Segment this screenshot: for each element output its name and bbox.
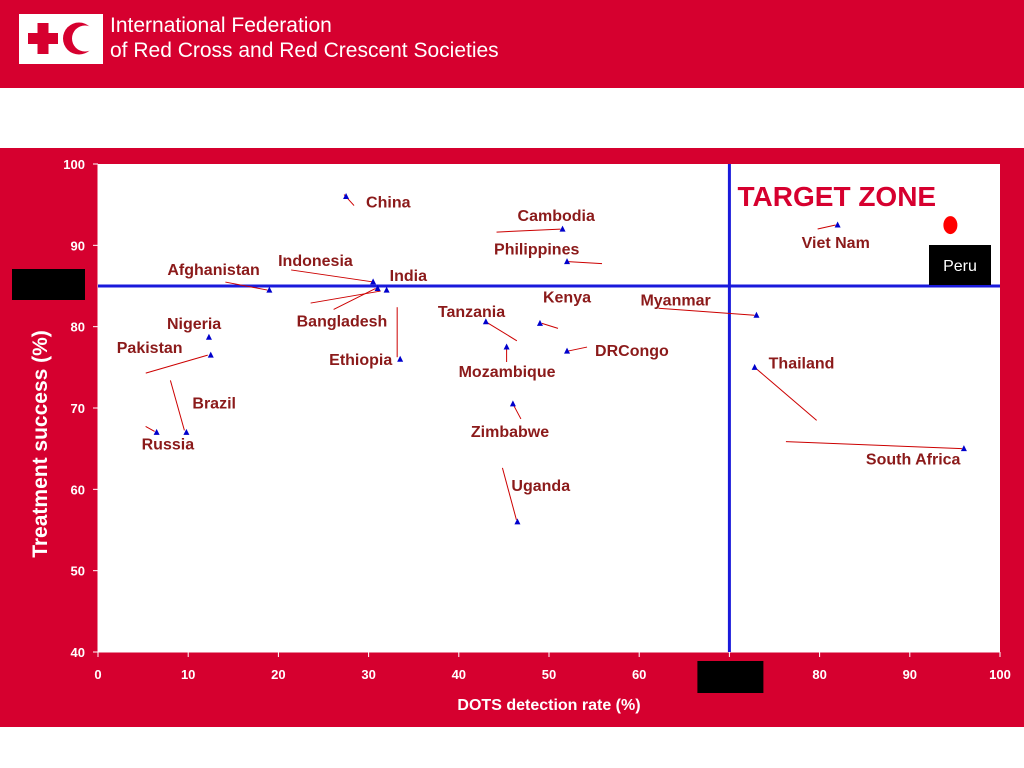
- leader-line: [145, 354, 208, 374]
- x-tick-label: 20: [271, 667, 285, 682]
- y-axis-title: Treatment success (%): [29, 330, 52, 558]
- x-tick-label: 40: [452, 667, 466, 682]
- header-band: International Federation of Red Cross an…: [0, 0, 1024, 88]
- data-point-label: Indonesia: [278, 253, 353, 270]
- data-point-label: Philippines: [494, 242, 579, 259]
- data-point-marker: [564, 347, 571, 354]
- data-point-marker: [266, 286, 273, 293]
- x-tick-label: 10: [181, 667, 195, 682]
- data-point-marker: [564, 258, 571, 265]
- data-point-label: Myanmar: [640, 292, 710, 309]
- y-tick-label: 50: [71, 564, 85, 579]
- data-point-marker: [559, 225, 566, 232]
- data-point-marker: [370, 278, 377, 285]
- organization-name: International Federation of Red Cross an…: [110, 13, 499, 63]
- data-point-marker: [482, 318, 489, 325]
- highlight-label: Peru: [943, 258, 977, 275]
- x-tick-label: 90: [903, 667, 917, 682]
- data-point-label: Kenya: [543, 289, 591, 306]
- data-point-marker: [509, 400, 516, 407]
- data-point-label: Zimbabwe: [471, 424, 549, 441]
- data-point-label: DRCongo: [595, 343, 669, 360]
- org-name-line1: International Federation: [110, 14, 332, 37]
- data-point-marker: [153, 428, 160, 435]
- x-tick-label: 50: [542, 667, 556, 682]
- data-point-marker: [753, 311, 760, 318]
- y-tick-label: 60: [71, 482, 85, 497]
- data-point-marker: [514, 518, 521, 525]
- x-axis-title: DOTS detection rate (%): [457, 697, 640, 714]
- data-point-label: Tanzania: [438, 304, 505, 321]
- red-cross-crescent-logo-icon: [19, 14, 103, 64]
- data-point-label: South Africa: [866, 452, 961, 469]
- leader-line: [754, 366, 817, 421]
- y-tick-label: 90: [71, 238, 85, 253]
- data-point-label: Ethiopia: [329, 352, 392, 369]
- x-tick-label: 100: [989, 667, 1011, 682]
- highlight-marker: [943, 216, 958, 235]
- data-point-label: India: [390, 268, 427, 285]
- leader-line: [291, 269, 374, 283]
- data-point-marker: [503, 343, 510, 350]
- x-tick-label: 30: [361, 667, 375, 682]
- data-point-marker: [207, 351, 214, 358]
- data-point-marker: [397, 355, 404, 362]
- data-point-label: Nigeria: [167, 316, 221, 333]
- leader-line: [225, 281, 268, 291]
- redacted-x-tick: [697, 661, 764, 693]
- data-point-marker: [205, 333, 212, 340]
- data-point-marker: [834, 221, 841, 228]
- data-point-label: Russia: [142, 436, 195, 453]
- y-tick-label: 70: [71, 401, 85, 416]
- y-tick-label: 100: [63, 157, 85, 172]
- redacted-y-tick: [12, 269, 85, 300]
- leader-line: [501, 467, 517, 520]
- plot-area: [98, 164, 1000, 652]
- data-point-label: Thailand: [769, 355, 835, 372]
- x-tick-label: 0: [94, 667, 101, 682]
- leader-line: [817, 224, 836, 230]
- leader-line: [310, 290, 381, 304]
- data-point-label: Afghanistan: [167, 262, 259, 279]
- leader-line: [169, 380, 185, 431]
- data-point-marker: [536, 319, 543, 326]
- leader-line: [145, 425, 155, 432]
- y-tick-label: 40: [71, 645, 85, 660]
- data-point-label: Mozambique: [459, 364, 556, 381]
- data-point-marker: [183, 428, 190, 435]
- data-point-label: Bangladesh: [297, 313, 388, 330]
- leader-line: [496, 228, 561, 233]
- x-tick-label: 80: [812, 667, 826, 682]
- leader-line: [785, 441, 962, 450]
- data-point-label: Uganda: [511, 478, 570, 495]
- data-point-marker: [374, 284, 381, 291]
- leader-line: [485, 321, 518, 342]
- leader-line: [568, 261, 603, 265]
- target-zone-label: TARGET ZONE: [738, 181, 937, 212]
- y-tick-label: 80: [71, 320, 85, 335]
- data-point-label: Brazil: [192, 395, 236, 412]
- data-point-marker: [960, 445, 967, 452]
- data-point-marker: [751, 363, 758, 370]
- x-tick-label: 60: [632, 667, 646, 682]
- leader-line: [333, 287, 376, 310]
- org-name-line2: of Red Cross and Red Crescent Societies: [110, 39, 499, 62]
- data-point-marker: [383, 286, 390, 293]
- data-point-label: China: [366, 195, 411, 212]
- data-point-label: Cambodia: [518, 208, 595, 225]
- data-point-label: Viet Nam: [802, 235, 870, 252]
- highlight-label-box: [929, 245, 991, 285]
- chart-panel: 0102030405060708090100405060708090100DOT…: [0, 148, 1024, 727]
- scatter-chart: 0102030405060708090100405060708090100DOT…: [12, 157, 1011, 714]
- leader-line: [567, 346, 588, 352]
- data-point-marker: [343, 193, 350, 200]
- data-point-label: Pakistan: [117, 340, 183, 357]
- leader-line: [541, 322, 559, 329]
- leader-line: [658, 307, 755, 316]
